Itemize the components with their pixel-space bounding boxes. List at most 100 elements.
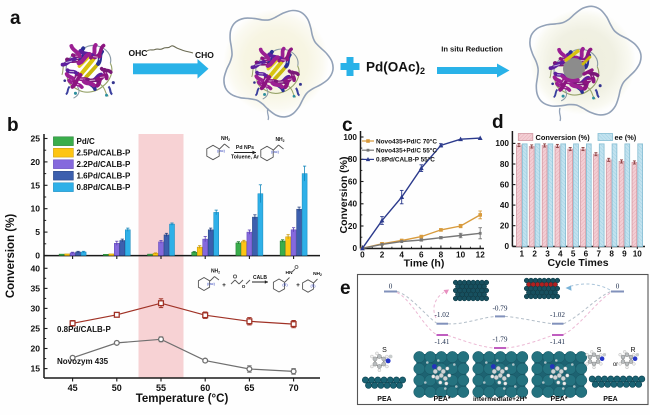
svg-text:0: 0: [504, 242, 509, 251]
svg-text:Toluene, Ar: Toluene, Ar: [231, 155, 259, 161]
svg-text:0: 0: [389, 283, 393, 291]
svg-text:Time (h): Time (h): [404, 258, 445, 270]
svg-text:65: 65: [244, 383, 254, 393]
svg-text:-1.79: -1.79: [493, 336, 508, 344]
svg-text:NH2: NH2: [275, 137, 284, 143]
svg-text:-0.79: -0.79: [493, 305, 508, 313]
svg-text:55: 55: [156, 383, 166, 393]
svg-text:Cycle Times: Cycle Times: [547, 257, 608, 269]
svg-text:Pd(OAc)2: Pd(OAc)2: [366, 60, 425, 77]
svg-text:2.2Pd/CALB-P: 2.2Pd/CALB-P: [77, 160, 131, 169]
svg-text:9: 9: [622, 250, 627, 259]
svg-text:40: 40: [30, 263, 40, 273]
svg-text:(rac): (rac): [207, 282, 216, 286]
svg-text:Novo435+Pd/C 55°C: Novo435+Pd/C 55°C: [376, 147, 437, 155]
svg-text:40: 40: [500, 201, 510, 210]
svg-text:1: 1: [520, 250, 525, 259]
svg-text:O: O: [242, 284, 246, 289]
svg-text:100: 100: [495, 139, 509, 148]
svg-text:15: 15: [30, 180, 40, 190]
svg-text:60: 60: [500, 180, 510, 189]
svg-text:0.8Pd/CALB-P 55°C: 0.8Pd/CALB-P 55°C: [376, 156, 435, 164]
svg-text:-1.02: -1.02: [550, 311, 565, 319]
svg-text:8: 8: [609, 250, 614, 259]
svg-text:Temperature (°C): Temperature (°C): [136, 393, 229, 405]
svg-text:25: 25: [30, 134, 40, 144]
svg-text:c: c: [342, 115, 353, 136]
svg-text:0.8Pd/CALB-P: 0.8Pd/CALB-P: [57, 325, 111, 334]
svg-text:5: 5: [35, 227, 40, 237]
svg-text:In situ Reduction: In situ Reduction: [441, 45, 503, 54]
svg-text:8: 8: [439, 251, 444, 260]
svg-text:3: 3: [545, 250, 550, 259]
svg-text:HN: HN: [286, 270, 293, 276]
svg-text:-1.41: -1.41: [435, 338, 450, 346]
svg-text:(S): (S): [310, 284, 316, 288]
svg-text:1.6Pd/CALB-P: 1.6Pd/CALB-P: [77, 172, 131, 181]
svg-text:(rac): (rac): [217, 149, 226, 153]
svg-text:+: +: [296, 282, 300, 289]
svg-text:Novo435+Pd/C 70°C: Novo435+Pd/C 70°C: [376, 137, 437, 145]
svg-text:50: 50: [112, 383, 122, 393]
svg-text:b: b: [7, 115, 19, 136]
svg-text:PEA*: PEA*: [550, 396, 567, 403]
svg-text:30: 30: [30, 303, 40, 313]
svg-text:35: 35: [30, 283, 40, 293]
svg-text:R: R: [630, 347, 635, 354]
svg-text:NH2: NH2: [211, 269, 220, 275]
svg-text:intermediate+2H*: intermediate+2H*: [473, 396, 527, 403]
svg-text:45: 45: [68, 383, 78, 393]
svg-text:NH2: NH2: [313, 271, 322, 277]
svg-text:2.5Pd/CALB-P: 2.5Pd/CALB-P: [77, 149, 131, 158]
svg-text:PEA*: PEA*: [433, 396, 450, 403]
svg-text:12: 12: [476, 251, 486, 260]
svg-text:0: 0: [35, 251, 40, 261]
svg-text:10: 10: [633, 250, 643, 259]
svg-text:S: S: [597, 347, 602, 354]
svg-text:40: 40: [348, 200, 358, 209]
svg-text:e: e: [340, 278, 351, 299]
svg-text:PEA: PEA: [603, 396, 617, 403]
svg-text:OHC: OHC: [129, 48, 148, 58]
svg-text:Conversion (%): Conversion (%): [338, 156, 350, 233]
svg-text:80: 80: [500, 160, 510, 169]
svg-text:10: 10: [30, 204, 40, 214]
svg-text:6: 6: [419, 251, 424, 260]
svg-text:20: 20: [348, 222, 358, 231]
svg-text:ee (%): ee (%): [615, 133, 637, 142]
svg-text:25: 25: [30, 324, 40, 334]
svg-text:20: 20: [500, 222, 510, 231]
svg-text:20: 20: [30, 344, 40, 354]
svg-text:60: 60: [200, 383, 210, 393]
svg-text:10: 10: [456, 251, 466, 260]
svg-text:Conversion (%): Conversion (%): [5, 214, 17, 299]
svg-text:4: 4: [558, 250, 563, 259]
svg-text:0: 0: [616, 283, 620, 291]
svg-text:(rac): (rac): [271, 150, 280, 154]
svg-text:(R): (R): [282, 283, 288, 287]
svg-text:PEA: PEA: [377, 396, 391, 403]
svg-text:4: 4: [399, 251, 404, 260]
svg-text:-1.02: -1.02: [435, 311, 450, 319]
svg-text:Pd/C: Pd/C: [77, 137, 95, 146]
svg-text:20: 20: [30, 157, 40, 167]
svg-text:2: 2: [532, 250, 537, 259]
svg-text:100: 100: [343, 133, 357, 142]
svg-text:a: a: [10, 8, 21, 29]
svg-text:60: 60: [348, 177, 358, 186]
svg-text:Novozym 435: Novozym 435: [57, 357, 109, 366]
svg-text:0: 0: [360, 251, 365, 260]
svg-text:0: 0: [352, 244, 357, 253]
svg-text:CALB: CALB: [253, 275, 267, 281]
svg-text:7: 7: [597, 250, 602, 259]
svg-text:Pd NPs: Pd NPs: [236, 145, 254, 151]
svg-text:CHO: CHO: [195, 50, 214, 60]
svg-text:S: S: [382, 347, 387, 354]
svg-text:70: 70: [289, 383, 299, 393]
svg-text:d: d: [492, 112, 504, 133]
svg-text:0.8Pd/CALB-P: 0.8Pd/CALB-P: [77, 183, 131, 192]
svg-text:or: or: [613, 362, 618, 368]
svg-text:-1.41: -1.41: [550, 338, 565, 346]
svg-text:15: 15: [30, 364, 40, 374]
svg-text:+: +: [222, 282, 226, 289]
